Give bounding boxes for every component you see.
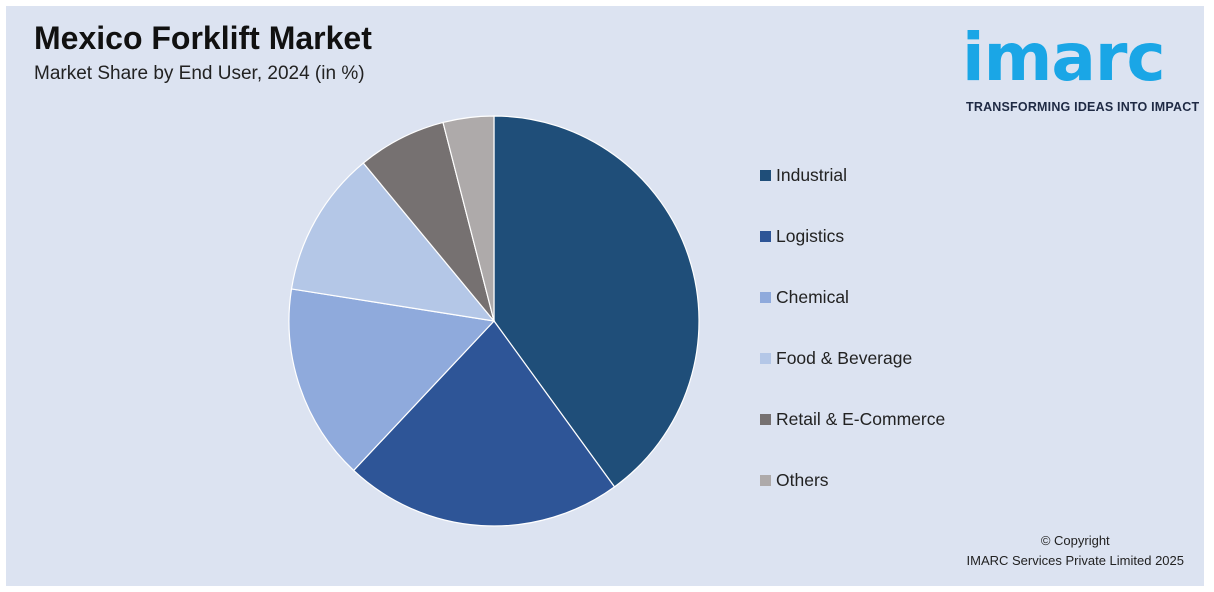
logo-tagline: TRANSFORMING IDEAS INTO IMPACT	[966, 100, 1200, 114]
copyright-line-1: © Copyright	[1040, 533, 1110, 548]
legend-label: Industrial	[776, 164, 848, 185]
pie-slice-logistics	[352, 320, 616, 527]
legend-swatch	[760, 352, 771, 364]
legend-swatch	[760, 474, 771, 486]
chart-subtitle: Market Share by End User, 2024 (in %)	[34, 63, 365, 84]
legend-label: Retail & E-Commerce	[776, 408, 946, 429]
logo-wordmark: imarc	[962, 19, 1166, 96]
legend-label: Food & Beverage	[776, 347, 913, 368]
legend-swatch	[760, 169, 771, 181]
legend-item-food-beverage: Food & Beverage	[760, 346, 912, 370]
legend-swatch	[760, 291, 771, 303]
legend-item-industrial: Industrial	[760, 163, 847, 187]
pie-slice-industrial	[493, 115, 700, 488]
legend-item-others: Others	[760, 468, 829, 492]
legend-item-retail-e-commerce: Retail & E-Commerce	[760, 407, 945, 431]
legend-label: Chemical	[776, 286, 849, 307]
legend-swatch	[760, 413, 771, 425]
legend-label: Logistics	[776, 225, 845, 246]
copyright-line-2: IMARC Services Private Limited 2025	[966, 553, 1184, 568]
legend-label: Others	[776, 469, 829, 490]
pie-slice-chemical	[288, 288, 496, 472]
legend-swatch	[760, 230, 771, 242]
chart-title: Mexico Forklift Market	[34, 20, 372, 56]
copyright-notice: © Copyright IMARC Services Private Limit…	[967, 531, 1184, 571]
pie-slice-others	[442, 115, 495, 322]
legend-item-chemical: Chemical	[760, 285, 849, 309]
pie-slice-food-beverage	[290, 162, 496, 322]
legend-item-logistics: Logistics	[760, 224, 844, 248]
imarc-logo: imarc TRANSFORMING IDEAS INTO IMPACT	[960, 16, 1200, 120]
